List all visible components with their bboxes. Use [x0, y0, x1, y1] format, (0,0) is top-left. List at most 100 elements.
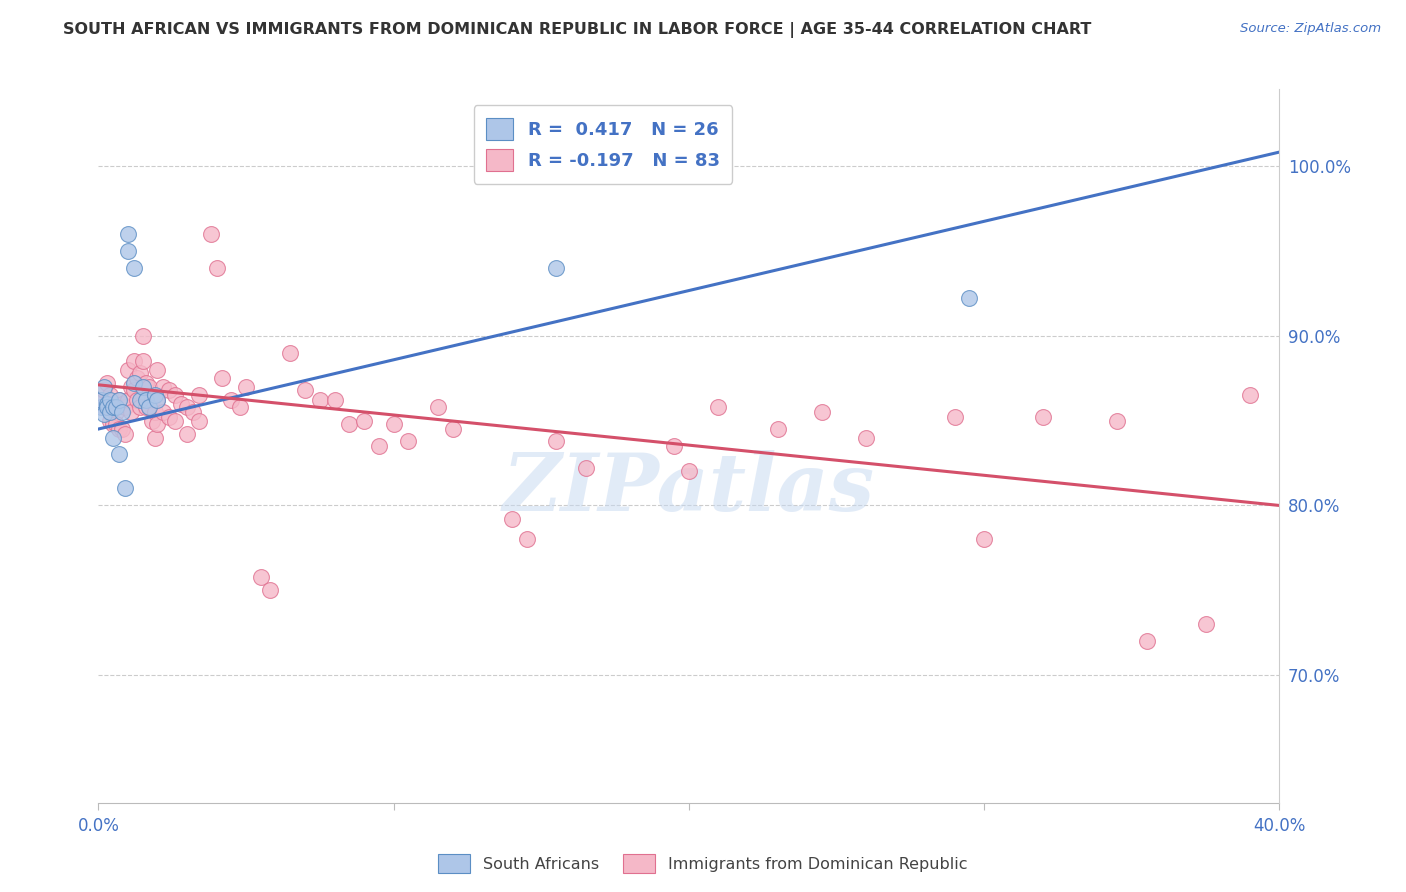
Point	[135, 376, 157, 391]
Point	[398, 434, 420, 448]
Point	[766, 422, 789, 436]
Point	[146, 393, 169, 408]
Point	[959, 291, 981, 305]
Point	[200, 227, 222, 241]
Point	[105, 405, 128, 419]
Text: ZIPatlas: ZIPatlas	[503, 450, 875, 527]
Point	[114, 400, 136, 414]
Point	[157, 383, 180, 397]
Point	[146, 393, 169, 408]
Point	[125, 393, 148, 408]
Point	[122, 376, 145, 391]
Point	[103, 417, 125, 431]
Point	[810, 405, 832, 419]
Point	[122, 383, 145, 397]
Point	[235, 379, 257, 393]
Point	[250, 570, 273, 584]
Point	[382, 417, 405, 431]
Point	[93, 400, 115, 414]
Point	[98, 393, 121, 408]
Point	[98, 413, 121, 427]
Point	[546, 434, 568, 448]
Point	[152, 405, 174, 419]
Point	[108, 448, 131, 462]
Point	[143, 430, 166, 444]
Point	[117, 227, 139, 241]
Point	[98, 405, 121, 419]
Point	[108, 393, 131, 408]
Point	[128, 400, 150, 414]
Point	[707, 400, 730, 414]
Point	[114, 427, 136, 442]
Point	[1107, 413, 1129, 427]
Point	[259, 583, 281, 598]
Point	[111, 396, 134, 410]
Point	[96, 376, 118, 391]
Point	[103, 430, 125, 444]
Point	[211, 371, 233, 385]
Point	[96, 400, 118, 414]
Point	[546, 260, 568, 275]
Point	[339, 417, 361, 431]
Point	[176, 400, 198, 414]
Point	[132, 354, 155, 368]
Point	[111, 405, 134, 419]
Point	[90, 400, 112, 414]
Point	[221, 393, 243, 408]
Point	[117, 393, 139, 408]
Point	[176, 427, 198, 442]
Point	[96, 396, 118, 410]
Point	[93, 383, 115, 397]
Point	[108, 393, 131, 408]
Point	[205, 260, 228, 275]
Point	[98, 388, 121, 402]
Point	[1239, 388, 1261, 402]
Point	[117, 362, 139, 376]
Point	[103, 396, 125, 410]
Point	[187, 413, 209, 427]
Point	[90, 393, 112, 408]
Point	[1032, 410, 1054, 425]
Point	[855, 430, 877, 444]
Point	[323, 393, 346, 408]
Point	[229, 400, 252, 414]
Point	[309, 393, 332, 408]
Point	[105, 400, 128, 414]
Point	[105, 417, 128, 431]
Point	[135, 393, 157, 408]
Point	[368, 439, 391, 453]
Point	[93, 407, 115, 421]
Point	[664, 439, 686, 453]
Point	[280, 345, 302, 359]
Point	[165, 388, 187, 402]
Point	[143, 388, 166, 402]
Point	[120, 405, 142, 419]
Point	[943, 410, 966, 425]
Point	[125, 371, 148, 385]
Point	[141, 393, 163, 408]
Point	[152, 379, 174, 393]
Point	[516, 533, 538, 547]
Point	[135, 400, 157, 414]
Point	[128, 366, 150, 380]
Point	[111, 422, 134, 436]
Point	[114, 482, 136, 496]
Legend: R =  0.417   N = 26, R = -0.197   N = 83: R = 0.417 N = 26, R = -0.197 N = 83	[474, 105, 733, 184]
Point	[128, 393, 150, 408]
Point	[103, 400, 125, 414]
Point	[501, 512, 523, 526]
Point	[146, 417, 169, 431]
Point	[117, 244, 139, 258]
Point	[157, 410, 180, 425]
Point	[1136, 634, 1159, 648]
Point	[141, 413, 163, 427]
Point	[122, 260, 145, 275]
Point	[441, 422, 464, 436]
Text: Source: ZipAtlas.com: Source: ZipAtlas.com	[1240, 22, 1381, 36]
Point	[132, 379, 155, 393]
Point	[143, 405, 166, 419]
Point	[427, 400, 450, 414]
Text: SOUTH AFRICAN VS IMMIGRANTS FROM DOMINICAN REPUBLIC IN LABOR FORCE | AGE 35-44 C: SOUTH AFRICAN VS IMMIGRANTS FROM DOMINIC…	[63, 22, 1091, 38]
Point	[187, 388, 209, 402]
Point	[353, 413, 375, 427]
